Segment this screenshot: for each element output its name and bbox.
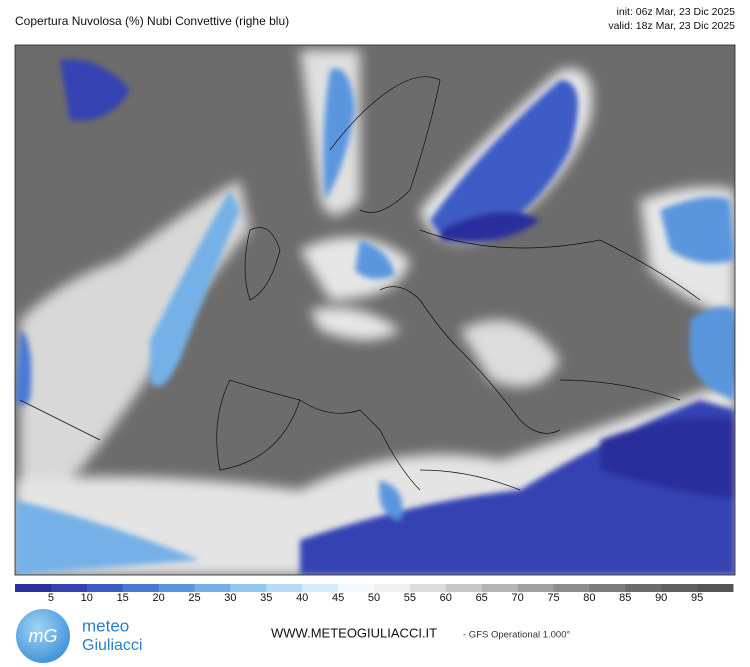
colorbar-tick-label: 5	[48, 592, 54, 604]
colorbar-tick-label: 40	[296, 592, 308, 604]
brand-meteo: meteo	[82, 616, 129, 635]
colorbar-segment	[553, 584, 590, 592]
colorbar-tick-label: 50	[368, 592, 380, 604]
colorbar-segment	[15, 584, 52, 592]
colorbar-segment	[86, 584, 124, 592]
colorbar-tick-label: 80	[583, 592, 595, 604]
colorbar-segment	[230, 584, 267, 592]
colorbar-tick-label: 65	[476, 592, 488, 604]
colorbar-tick-label: 15	[117, 592, 129, 604]
colorbar-segment	[697, 584, 734, 592]
colorbar-segment	[122, 584, 160, 592]
colorbar-segment	[338, 584, 375, 592]
cloud-clear-areas	[15, 59, 735, 575]
colorbar-tick-label: 85	[619, 592, 631, 604]
colorbar-tick-label: 45	[332, 592, 344, 604]
colorbar-segment	[625, 584, 662, 592]
colorbar-segment	[481, 584, 519, 592]
colorbar-tick-label: 35	[260, 592, 272, 604]
colorbar-segment	[589, 584, 626, 592]
colorbar-segment	[194, 584, 231, 592]
init-time: init: 06z Mar, 23 Dic 2025	[617, 6, 736, 18]
colorbar-segment	[266, 584, 303, 592]
colorbar-segment	[445, 584, 483, 592]
colorbar: 5 10 15 20 25 30 35 40 45 50 55 60 65 70 75 80 85 90 95	[15, 584, 734, 604]
brand-giuliacci: Giuliacci	[82, 637, 142, 654]
colorbar-tick-label: 95	[691, 592, 703, 604]
colorbar-tick-label: 25	[188, 592, 200, 604]
colorbar-tick-label: 70	[511, 592, 523, 604]
logo: mG	[16, 609, 70, 663]
colorbar-segment	[661, 584, 698, 592]
logo-circle	[16, 609, 70, 663]
colorbar-tick-label: 30	[224, 592, 236, 604]
colorbar-segment	[302, 584, 339, 592]
colorbar-tick-label: 10	[81, 592, 93, 604]
map	[15, 45, 735, 575]
colorbar-tick-label: 20	[152, 592, 164, 604]
coastlines	[19, 76, 701, 491]
colorbar-tick-label: 60	[440, 592, 452, 604]
colorbar-tick-label: 90	[655, 592, 667, 604]
model-name: - GFS Operational 1.000°	[463, 630, 570, 641]
site-url: WWW.METEOGIULIACCI.IT	[271, 625, 437, 640]
map-frame	[14, 44, 736, 576]
logo-mark: mG	[29, 626, 58, 646]
colorbar-tick-label: 75	[547, 592, 559, 604]
valid-time: valid: 18z Mar, 23 Dic 2025	[608, 20, 735, 32]
title: Copertura Nuvolosa (%) Nubi Convettive (…	[15, 14, 289, 28]
colorbar-tick-label: 55	[404, 592, 416, 604]
colorbar-segment	[374, 584, 411, 592]
colorbar-segment	[517, 584, 554, 592]
colorbar-segment	[50, 584, 88, 592]
colorbar-segment	[158, 584, 195, 592]
colorbar-segment	[409, 584, 447, 592]
